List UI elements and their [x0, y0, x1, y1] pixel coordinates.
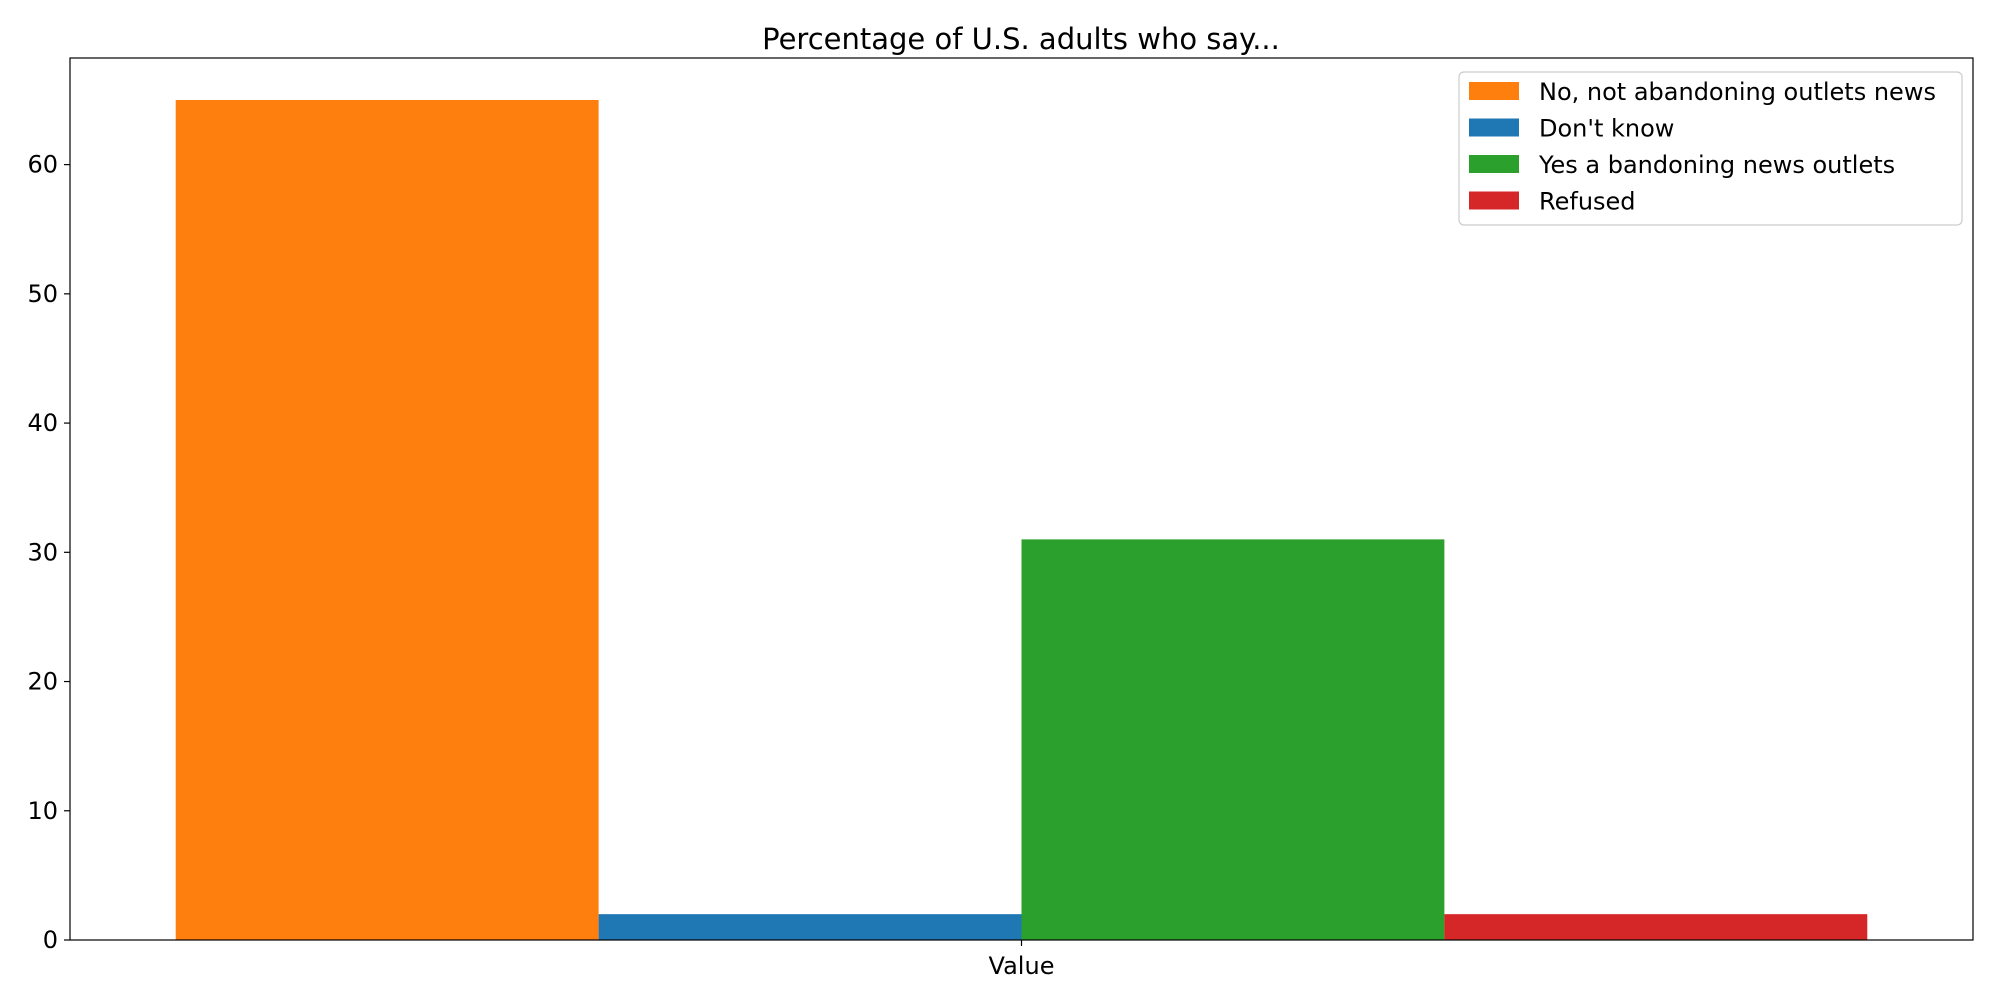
bar-don-t-know: [598, 914, 1022, 940]
y-tick-label: 0: [43, 926, 58, 954]
legend-box: [1458, 71, 1963, 226]
legend-swatch: [1469, 118, 1519, 137]
plot-frame: [69, 57, 1974, 941]
y-tick-label: 50: [27, 280, 58, 308]
bar-yes-a-bandoning-news-outlets: [1021, 539, 1445, 940]
y-tick-label: 30: [27, 538, 58, 566]
bar-refused: [1444, 914, 1868, 940]
legend-swatch: [1469, 191, 1519, 210]
legend-swatch: [1469, 82, 1519, 100]
y-tick-label: 10: [27, 797, 58, 825]
y-tick-label: 20: [27, 668, 58, 696]
y-tick-label: 40: [27, 409, 58, 437]
legend-label: Refused: [1539, 188, 1636, 216]
axes-layer: Value 0 10 20 30 40 50 60: [27, 57, 1974, 980]
legend-label: No, not abandoning outlets news: [1539, 78, 1936, 106]
y-tick-label: 60: [27, 151, 58, 179]
legend-swatch: [1469, 155, 1519, 173]
x-tick-label: Value: [989, 952, 1055, 980]
chart-title: Percentage of U.S. adults who say...: [762, 22, 1280, 56]
bar-no-not-abandoning-outlets-news: [175, 100, 599, 940]
chart-legend: No, not abandoning outlets news Don't kno…: [1458, 71, 1963, 226]
legend-label: Don't know: [1539, 115, 1674, 143]
legend-label: Yes a bandoning news outlets: [1538, 151, 1895, 179]
bars-layer: [175, 100, 1868, 940]
